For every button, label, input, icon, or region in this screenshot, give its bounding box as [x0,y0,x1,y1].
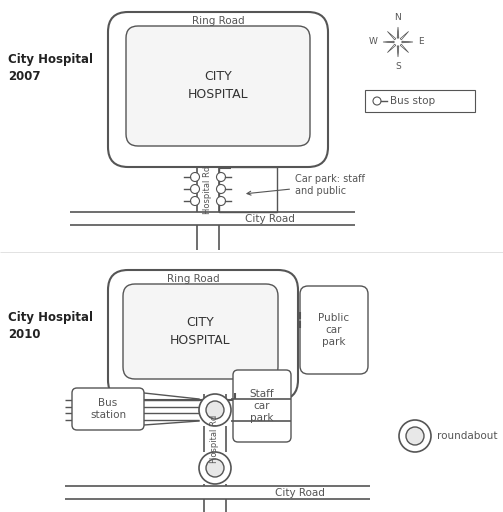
Polygon shape [397,27,399,38]
Circle shape [373,97,381,105]
Circle shape [216,173,225,181]
Circle shape [206,401,224,419]
Circle shape [191,184,200,194]
Circle shape [216,184,225,194]
Text: City Hospital
2010: City Hospital 2010 [8,310,93,342]
Text: CITY
HOSPITAL: CITY HOSPITAL [188,71,248,101]
FancyBboxPatch shape [123,284,278,379]
Polygon shape [387,44,396,53]
Circle shape [406,427,424,445]
Polygon shape [397,46,399,57]
Text: S: S [395,62,401,71]
Polygon shape [387,31,396,40]
Text: roundabout: roundabout [437,431,497,441]
Polygon shape [400,31,408,40]
FancyBboxPatch shape [108,270,298,400]
Text: Staff
car
park: Staff car park [249,390,274,422]
Circle shape [191,197,200,205]
Text: E: E [418,37,424,47]
Text: Hospital Rd: Hospital Rd [210,415,219,463]
Text: Car park: staff
and public: Car park: staff and public [247,174,365,196]
Text: City Hospital
2007: City Hospital 2007 [8,53,93,83]
Text: Bus stop: Bus stop [390,96,435,106]
Circle shape [191,173,200,181]
Text: W: W [369,37,378,47]
Text: N: N [395,13,401,22]
Text: City Road: City Road [245,214,295,224]
Bar [365,90,475,112]
Circle shape [206,459,224,477]
Text: City Road: City Road [275,488,325,498]
Text: Public
car
park: Public car park [318,313,350,347]
FancyBboxPatch shape [72,388,144,430]
Text: Ring Road: Ring Road [192,16,244,26]
FancyBboxPatch shape [126,26,310,146]
Text: Hospital Rd: Hospital Rd [204,165,212,214]
FancyBboxPatch shape [233,370,291,442]
FancyBboxPatch shape [300,286,368,374]
Text: Bus
station: Bus station [90,398,126,420]
Text: Ring Road: Ring Road [166,274,219,284]
Circle shape [199,452,231,484]
Polygon shape [383,41,394,43]
Circle shape [399,420,431,452]
Polygon shape [402,41,413,43]
Bar [219,167,277,212]
Circle shape [199,394,231,426]
FancyBboxPatch shape [108,12,328,167]
Text: CITY
HOSPITAL: CITY HOSPITAL [170,316,231,347]
Polygon shape [400,44,408,53]
Circle shape [216,197,225,205]
